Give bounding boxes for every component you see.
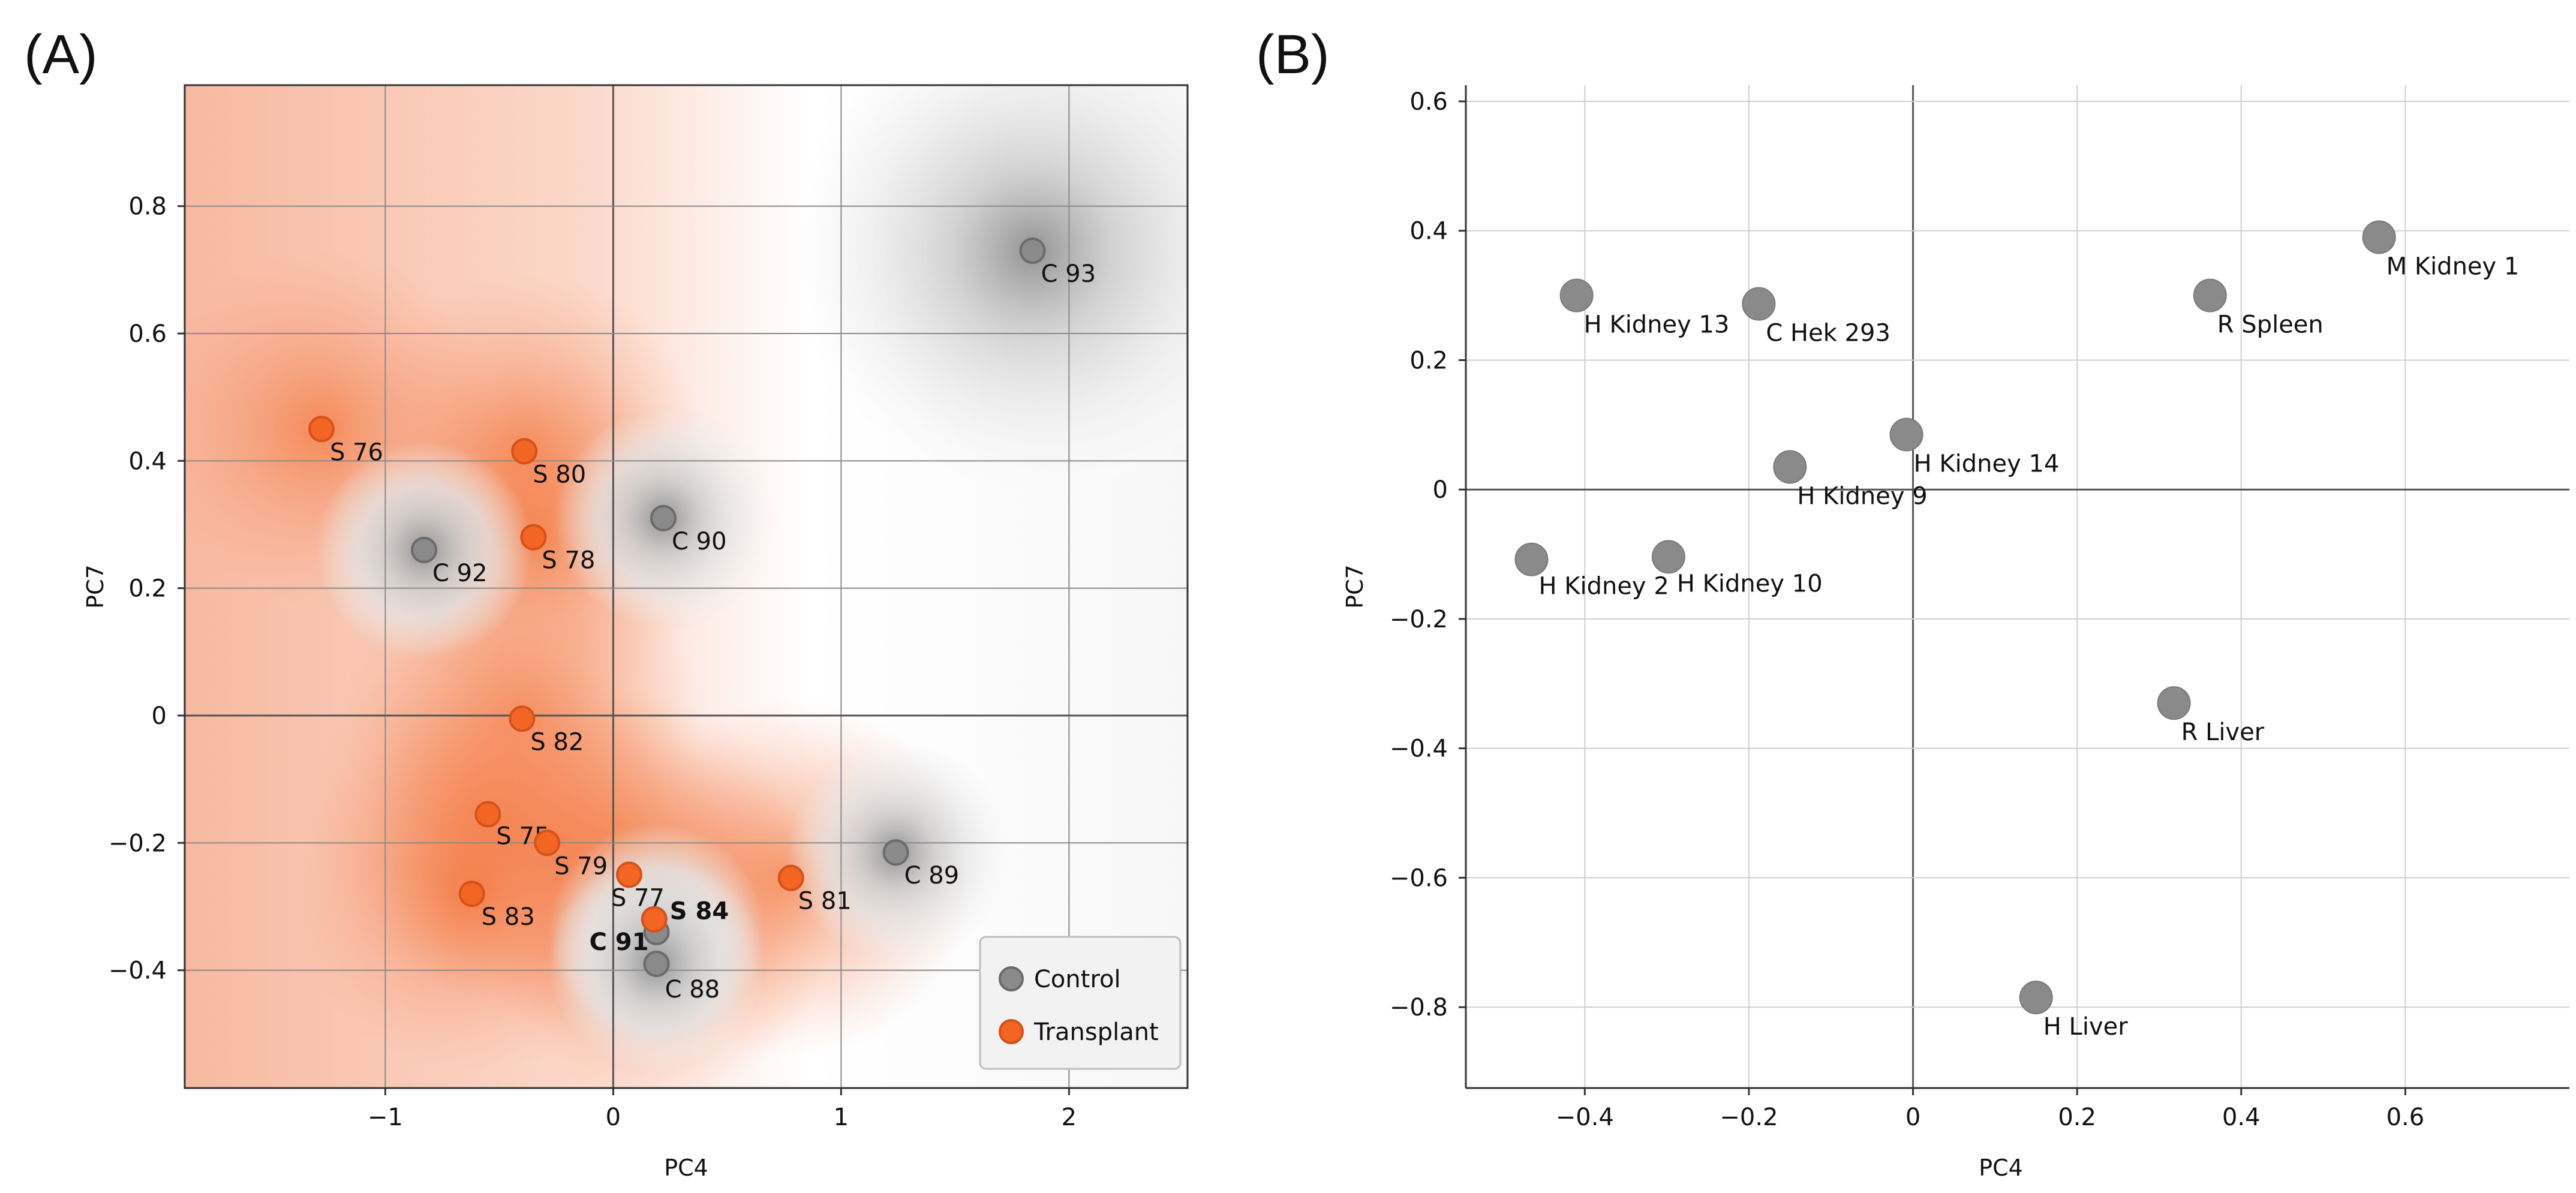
point-label-h-kidney-13: H Kidney 13	[1584, 311, 1730, 339]
y-tick-label: 0.2	[128, 575, 167, 603]
point-s-83	[458, 881, 485, 907]
point-label-c-hek-293: C Hek 293	[1766, 320, 1890, 347]
point-label-c-92: C 92	[432, 560, 488, 587]
point-label-m-kidney-1: M Kidney 1	[2386, 253, 2520, 280]
point-s-84	[641, 906, 668, 933]
x-tick-label: −1	[368, 1104, 403, 1131]
point-label-s-76: S 76	[330, 438, 383, 466]
point-m-kidney-1	[2362, 220, 2396, 254]
y-tick-label: −0.2	[109, 830, 167, 857]
panel-b-x-axis-label: PC4	[1979, 1155, 2023, 1181]
y-tick-label: −0.2	[1390, 606, 1448, 633]
x-tick-label: 1	[834, 1104, 849, 1131]
x-tick-label: 0.6	[2386, 1104, 2425, 1131]
point-s-82	[509, 705, 536, 732]
point-c-90	[650, 504, 677, 531]
x-tick-label: 2	[1062, 1104, 1077, 1131]
point-r-liver	[2157, 686, 2191, 720]
point-h-liver	[2019, 980, 2053, 1014]
point-label-s-78: S 78	[542, 547, 595, 575]
point-c-92	[411, 536, 437, 563]
point-label-c-93: C 93	[1041, 260, 1096, 288]
point-s-75	[474, 801, 501, 828]
panel-b-gridlines	[1466, 85, 2569, 1088]
panel-a-scatter: (A) −1 0 1 20.80.60.40.20−0.2−0.4 C 93C 92C…	[24, 24, 1189, 1181]
x-tick-label: 0	[1905, 1104, 1920, 1131]
legend-label-control: Control	[1034, 966, 1121, 993]
x-tick-label: −0.4	[1556, 1104, 1614, 1131]
point-label-c-91: C 91	[590, 928, 649, 956]
legend-label-transplant: Transplant	[1033, 1018, 1159, 1046]
point-label-c-88: C 88	[665, 976, 720, 1003]
y-tick-label: 0.6	[128, 320, 167, 348]
legend-box	[979, 936, 1182, 1070]
point-h-kidney-10	[1651, 540, 1685, 574]
point-label-s-80: S 80	[533, 461, 586, 488]
panel-a-legend: Control Transplant	[979, 936, 1182, 1070]
panel-b-scatter: (B) −0.4 −0.2 0 0.2 0.4 0.60.60.40.20−0.2−0.4…	[1256, 24, 2569, 1181]
y-tick-label: 0.2	[1409, 347, 1448, 374]
point-label-h-liver: H Liver	[2043, 1013, 2128, 1041]
panel-b-ticks: −0.4 −0.2 0 0.2 0.4 0.6 0.6 0.4 0.2 0 −0.2 −0.4 −0.6…	[1390, 88, 2424, 1131]
panel-a-y-axis-label: PC7	[82, 564, 109, 609]
point-label-s-79: S 79	[554, 852, 608, 880]
x-tick-label: 0.4	[2222, 1104, 2261, 1131]
point-c-hek-293	[1742, 287, 1776, 321]
y-tick-label: 0.6	[1409, 88, 1448, 116]
y-tick-label: −0.4	[1390, 735, 1448, 763]
panel-a-plot-frame	[184, 84, 1189, 1089]
point-label-s-84: S 84	[670, 898, 729, 925]
point-c-93	[1019, 238, 1046, 265]
panel-a-x-axis-label: PC4	[664, 1155, 708, 1181]
point-label-s-82: S 82	[530, 728, 584, 756]
y-tick-label: 0.4	[1409, 218, 1448, 245]
y-tick-label: 0	[152, 702, 167, 730]
x-tick-label: −0.2	[1720, 1104, 1778, 1131]
legend-marker-transplant	[999, 1019, 1024, 1044]
point-s-81	[777, 864, 804, 891]
y-tick-label: −0.8	[1390, 994, 1448, 1021]
panel-a-density-layer	[185, 85, 1188, 1088]
point-label-c-89: C 89	[904, 862, 960, 890]
point-label-r-spleen: R Spleen	[2217, 311, 2323, 339]
point-label-r-liver: R Liver	[2181, 719, 2265, 746]
y-tick-label: 0.4	[128, 447, 167, 475]
point-s-80	[511, 438, 538, 465]
point-h-kidney-14	[1889, 417, 1923, 452]
point-c-89	[882, 839, 909, 866]
point-label-h-kidney-9: H Kidney 9	[1797, 482, 1927, 510]
point-label-s-83: S 83	[482, 903, 535, 931]
point-h-kidney-9	[1773, 450, 1807, 484]
panel-b-points: M Kidney 1 R Spleen H Kidney 13 C Hek 293 H …	[1514, 220, 2520, 1041]
point-label-s-81: S 81	[798, 888, 852, 915]
panel-a-label: (A)	[24, 24, 98, 85]
panel-b-y-axis-label: PC7	[1342, 564, 1368, 609]
legend-marker-control	[999, 966, 1024, 991]
point-c-88	[643, 950, 670, 977]
y-tick-label: −0.4	[109, 957, 167, 985]
point-s-78	[520, 524, 547, 551]
y-tick-label: 0	[1433, 476, 1448, 504]
x-tick-label: 0	[606, 1104, 621, 1131]
point-h-kidney-2	[1514, 542, 1549, 576]
y-tick-label: 0.8	[128, 193, 167, 221]
y-tick-label: −0.6	[1390, 864, 1448, 892]
point-label-h-kidney-10: H Kidney 10	[1677, 570, 1823, 597]
panel-a-ticks: −1 0 1 2 0.8 0.6 0.4 0.2 0 −0.2 −0.4	[109, 193, 1077, 1131]
point-r-spleen	[2193, 278, 2227, 312]
point-s-76	[308, 416, 335, 443]
x-tick-label: 0.2	[2058, 1104, 2096, 1131]
point-label-c-90: C 90	[672, 528, 727, 555]
point-s-79	[534, 830, 561, 857]
panel-a-points: C 93 C 92 C 90 C 89 C 91 C 88 S 76 S 80 S 78 S 82…	[308, 238, 1096, 1003]
density-blob-control	[792, 85, 1188, 491]
point-label-h-kidney-2: H Kidney 2	[1538, 573, 1669, 600]
point-h-kidney-13	[1559, 278, 1594, 312]
point-s-77	[616, 861, 642, 888]
panel-b-label: (B)	[1256, 24, 1330, 85]
point-label-h-kidney-14: H Kidney 14	[1914, 450, 2060, 478]
